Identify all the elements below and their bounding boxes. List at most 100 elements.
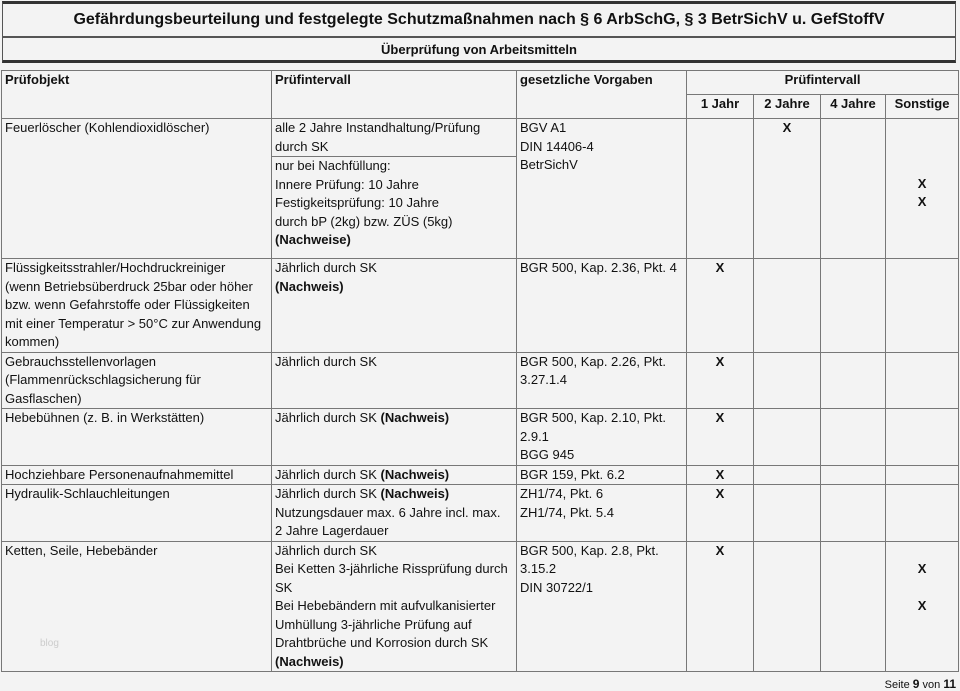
table-row: Hochziehbare Personenaufnahmemittel Jährl… (1, 464, 960, 485)
check-mark: X (917, 598, 927, 613)
interval-text: Festigkeitsprüfung: 10 Jahre (275, 195, 440, 210)
interval-line: Jährlich durch SK (Nachweis) (275, 466, 513, 485)
mark-4-jahre (820, 258, 886, 353)
mark-2-jahre (753, 408, 821, 466)
interval-text: Bei Ketten 3-jährliche Rissprüfung durch (275, 561, 508, 576)
check-mark (886, 542, 958, 561)
header-legal: gesetzliche Vorgaben (516, 70, 687, 119)
cell-legal: BGV A1 DIN 14406-4 BetrSichV (516, 118, 687, 259)
interval-line: Nutzungsdauer max. 6 Jahre incl. max. (275, 504, 513, 523)
mark-2-jahre (753, 540, 821, 672)
cell-legal: BGR 159, Pkt. 6.2 (516, 464, 687, 485)
interval-text: Bei Hebebändern mit aufvulkanisierter (275, 598, 496, 613)
interval-line: Drahtbrüche und Korrosion durch SK (275, 634, 513, 653)
interval-line: (Nachweis) (275, 278, 513, 297)
interval-text: durch bP (2kg) bzw. ZÜS (5kg) (275, 213, 453, 229)
footer-middle: von (922, 679, 941, 691)
object-line: kommen) (5, 334, 60, 349)
mark-4-jahre (820, 118, 886, 259)
mark-1-jahr: X (686, 408, 754, 466)
cell-object: Ketten, Seile, Hebebänder (1, 540, 272, 672)
interval-block: Jährlich durch SK (Nachweis) (275, 466, 513, 485)
legal-line: BGR 500, Kap. 2.8, Pkt. (520, 542, 659, 558)
current-page: 9 (912, 677, 920, 691)
mark-sonstige (884, 408, 960, 466)
cell-interval: Jährlich durch SK (271, 351, 517, 409)
cell-legal: ZH1/74, Pkt. 6 ZH1/74, Pkt. 5.4 (516, 484, 687, 542)
mark-2-jahre (753, 464, 821, 485)
interval-text: Jährlich durch SK (275, 410, 381, 425)
mark-1-jahr: X (686, 258, 754, 353)
table-row: Flüssigkeitsstrahler/Hochdruckreiniger (w… (1, 258, 960, 353)
inspection-table: Prüfobjekt Prüfintervall gesetzliche Vor… (1, 70, 960, 672)
interval-line: SK (275, 579, 513, 598)
check-mark: X (715, 410, 725, 425)
page-footer: Seite 9 von 11 (885, 677, 956, 691)
table-row: Hebebühnen (z. B. in Werkstätten) Jährlic… (1, 408, 960, 466)
interval-block: Jährlich durch SK (Nachweis) (275, 409, 513, 428)
check-mark: X (715, 353, 725, 369)
table-row: Feuerlöscher (Kohlendioxidlöscher) alle 2… (1, 118, 960, 259)
cell-object: Feuerlöscher (Kohlendioxidlöscher) (1, 118, 272, 259)
object-line: Gebrauchsstellenvorlagen (5, 353, 157, 369)
object-line: bzw. wenn Gefahrstoffe oder Flüssigkeite… (5, 297, 250, 312)
header-interval-group: Prüfintervall (685, 70, 960, 95)
interval-proof: (Nachweis) (380, 410, 450, 425)
interval-proof: (Nachweis) (380, 466, 450, 482)
interval-line: Jährlich durch SK (275, 353, 513, 372)
legal-line: 3.27.1.4 (520, 372, 567, 387)
mark-4-jahre (820, 540, 886, 672)
interval-text: durch SK (275, 138, 329, 154)
interval-line: 2 Jahre Lagerdauer (275, 522, 513, 541)
cell-object: Gebrauchsstellenvorlagen (Flammenrückschl… (1, 351, 272, 409)
mark-sonstige (884, 464, 960, 485)
footer-prefix: Seite (884, 679, 910, 691)
mark-2-jahre (753, 351, 821, 409)
object-line: Hochziehbare Personenaufnahmemittel (5, 466, 234, 482)
cell-interval: Jährlich durch SK (Nachweis) (271, 464, 517, 485)
cell-legal: BGR 500, Kap. 2.36, Pkt. 4 (516, 258, 687, 353)
document-title: Gefährdungsbeurteilung und festgelegte S… (2, 1, 956, 37)
legal-line: 3.15.2 (520, 561, 557, 576)
interval-text: 2 Jahre Lagerdauer (275, 523, 389, 538)
legal-line: BGG 945 (520, 447, 575, 462)
check-mark (886, 156, 958, 175)
interval-text: nur bei Nachfüllung: (275, 158, 391, 173)
watermark: blog (40, 638, 59, 649)
legal-line: DIN 30722/1 (520, 579, 593, 595)
cell-legal: BGR 500, Kap. 2.10, Pkt. 2.9.1 BGG 945 (516, 408, 687, 466)
check-mark: X (715, 260, 725, 275)
interval-text: Jährlich durch SK (275, 466, 381, 482)
mark-sonstige (884, 258, 960, 353)
header-2-jahre: 2 Jahre (753, 94, 821, 119)
object-line: Ketten, Seile, Hebebänder (5, 542, 158, 558)
interval-block: alle 2 Jahre Instandhaltung/Prüfung durch… (275, 119, 513, 156)
cell-object: Flüssigkeitsstrahler/Hochdruckreiniger (w… (1, 258, 272, 353)
legal-line: BGR 500, Kap. 2.26, Pkt. (520, 353, 666, 369)
mark-1-jahr: X (686, 484, 754, 542)
header-interval: Prüfintervall (271, 70, 517, 119)
legal-line: BGR 159, Pkt. 6.2 (520, 466, 625, 482)
mark-sonstige (884, 351, 960, 409)
cell-legal: BGR 500, Kap. 2.26, Pkt. 3.27.1.4 (516, 351, 687, 409)
interval-line: Bei Ketten 3-jährliche Rissprüfung durch (275, 560, 513, 579)
object-line: (Flammenrückschlagsicherung für (5, 372, 201, 387)
cell-interval: Jährlich durch SK (Nachweis) (271, 258, 517, 353)
interval-line: durch bP (2kg) bzw. ZÜS (5kg) (275, 213, 513, 232)
check-mark: X (782, 120, 792, 135)
mark-1-jahr (686, 118, 754, 259)
check-mark: X (917, 561, 927, 576)
interval-text: Jährlich durch SK (275, 486, 381, 501)
document-subtitle: Überprüfung von Arbeitsmitteln (2, 37, 956, 63)
check-mark: X (917, 194, 927, 209)
header-sonstige: Sonstige (884, 94, 960, 119)
interval-proof: (Nachweis) (380, 486, 450, 501)
mark-2-jahre: X (753, 118, 821, 259)
interval-block: nur bei Nachfüllung: Innere Prüfung: 10 J… (272, 156, 516, 250)
interval-line: Umhüllung 3-jährliche Prüfung auf (275, 616, 513, 635)
interval-line: Festigkeitsprüfung: 10 Jahre (275, 194, 513, 213)
legal-line: BGR 500, Kap. 2.10, Pkt. (520, 410, 666, 425)
cell-object: Hochziehbare Personenaufnahmemittel (1, 464, 272, 485)
header-1-jahr: 1 Jahr (686, 94, 754, 119)
